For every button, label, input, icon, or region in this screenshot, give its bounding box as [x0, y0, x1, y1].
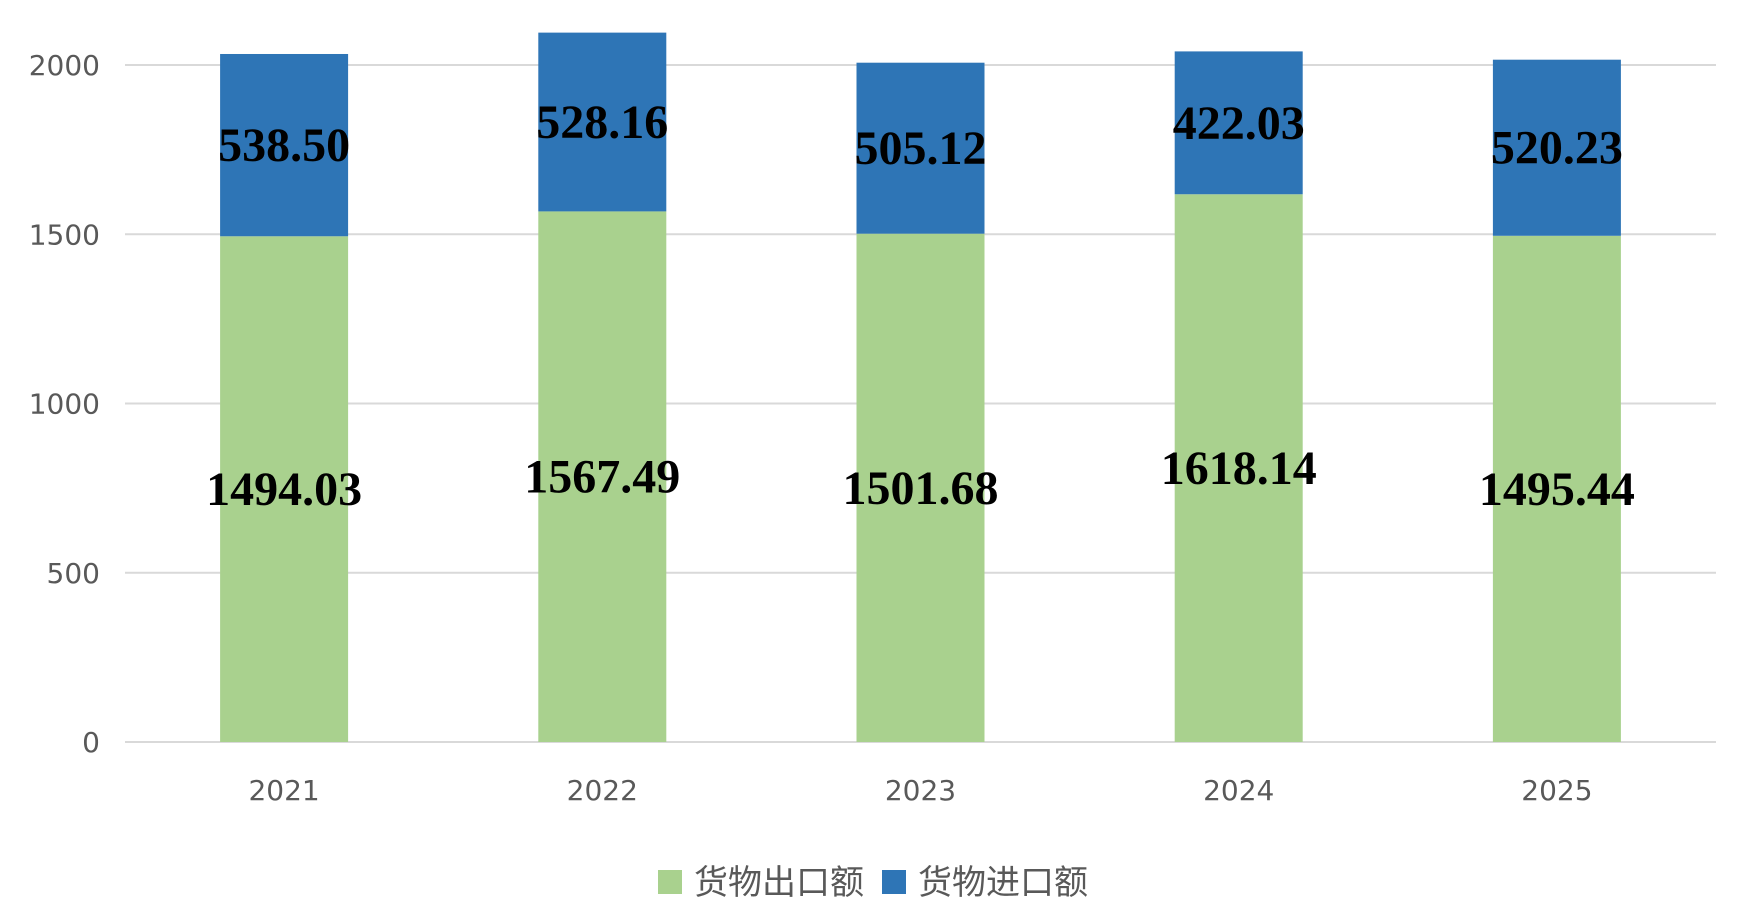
bar-import-2021[interactable] — [220, 53, 349, 237]
data-label: 528.16 — [536, 96, 668, 149]
legend[interactable]: 货物出口额 货物进口额 — [658, 863, 1088, 903]
data-label: 422.03 — [1173, 97, 1305, 150]
x-tick-label: 2023 — [885, 774, 956, 807]
bars — [220, 32, 1621, 742]
data-label: 1495.44 — [1479, 463, 1635, 516]
y-tick-label: 1000 — [29, 388, 100, 421]
data-label: 538.50 — [218, 119, 350, 172]
x-axis-tick-labels: 2021 2022 2023 2024 2025 — [248, 774, 1592, 807]
x-tick-label: 2025 — [1521, 774, 1592, 807]
y-tick-label: 500 — [47, 557, 100, 590]
legend-swatch — [658, 870, 682, 894]
data-label: 520.23 — [1491, 122, 1623, 175]
y-tick-label: 2000 — [29, 49, 100, 82]
bar-export-2021[interactable] — [220, 236, 349, 742]
bar-import-2024[interactable] — [1174, 51, 1303, 195]
y-axis-tick-labels: 0 500 1000 1500 2000 — [29, 49, 100, 759]
legend-label: 货物进口额 — [918, 863, 1088, 903]
data-label: 1567.49 — [524, 451, 680, 504]
bar-import-2025[interactable] — [1492, 59, 1621, 236]
bar-export-2023[interactable] — [856, 233, 985, 742]
x-tick-label: 2021 — [248, 774, 319, 807]
legend-item-import[interactable]: 货物进口额 — [882, 863, 1088, 903]
legend-item-export[interactable]: 货物出口额 — [658, 863, 864, 903]
data-label: 1501.68 — [843, 462, 999, 515]
bar-import-2022[interactable] — [538, 32, 667, 212]
data-label: 1494.03 — [206, 463, 362, 516]
y-tick-label: 0 — [82, 726, 100, 759]
data-label: 505.12 — [855, 122, 987, 175]
bar-import-2023[interactable] — [856, 62, 985, 234]
bar-export-2025[interactable] — [1492, 235, 1621, 742]
x-tick-label: 2024 — [1203, 774, 1274, 807]
data-label: 1618.14 — [1161, 442, 1317, 495]
y-tick-label: 1500 — [29, 218, 100, 251]
legend-swatch — [882, 870, 906, 894]
legend-label: 货物出口额 — [694, 863, 864, 903]
bar-export-2022[interactable] — [538, 211, 667, 742]
bar-export-2024[interactable] — [1174, 194, 1303, 742]
data-labels: 1494.03 538.50 1567.49 528.16 1501.68 505.12 1… — [206, 96, 1635, 516]
x-tick-label: 2022 — [567, 774, 638, 807]
